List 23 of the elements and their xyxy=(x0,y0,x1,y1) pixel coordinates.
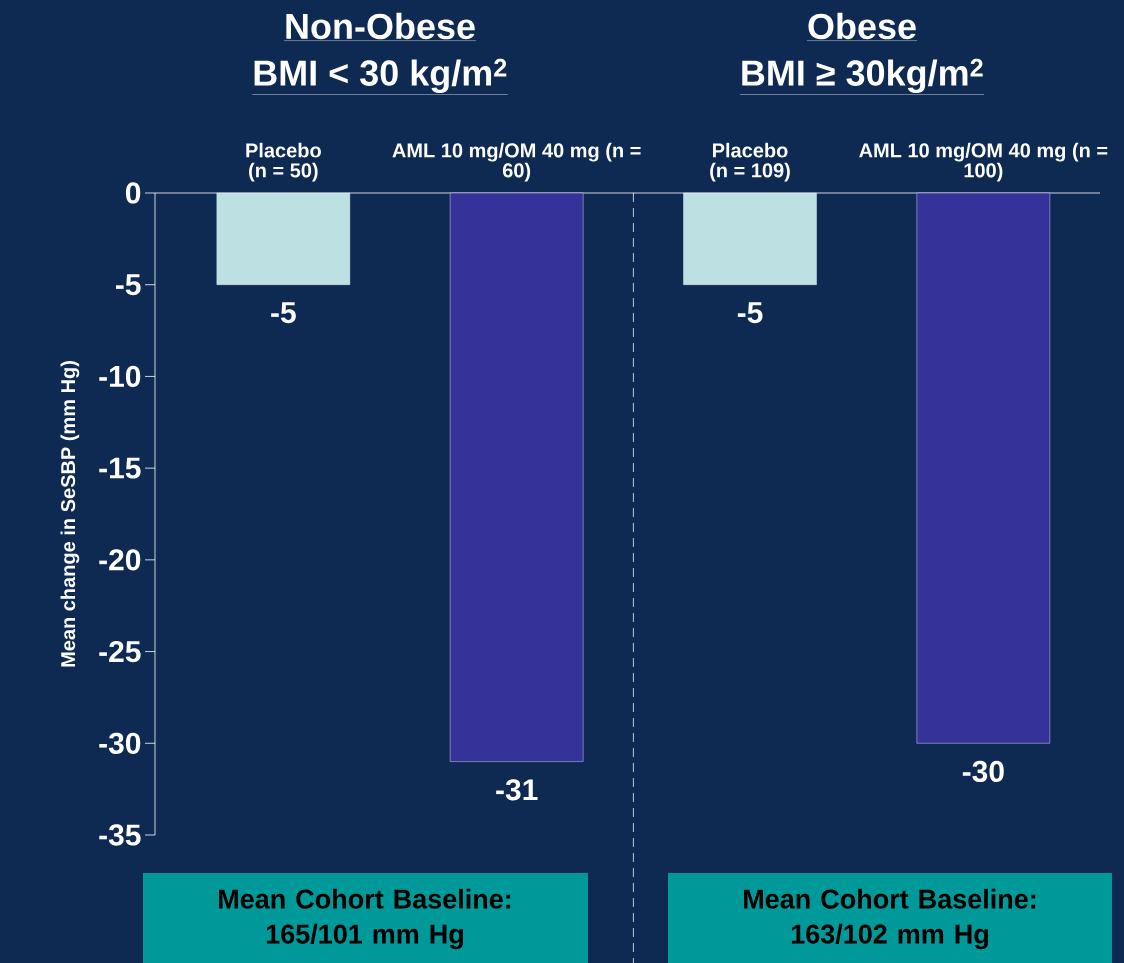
text: BMI < 30 kg/m$^{2}$ xyxy=(254,58,507,93)
text: Mean Cohort Baseline: 163/102 mm Hg xyxy=(744,888,1036,949)
x-tick-label: Placebo (n = 109) xyxy=(710,142,790,182)
data-label: -5 xyxy=(271,302,296,323)
y-tick-label: -10 xyxy=(99,365,141,387)
y-tick-label: -30 xyxy=(99,732,141,754)
y-tick-label: 0 xyxy=(125,182,141,204)
y-tick-label: -35 xyxy=(99,824,141,846)
text: Obese xyxy=(808,12,916,40)
y-tick-label: -5 xyxy=(115,274,141,295)
data-label: -31 xyxy=(496,778,538,801)
x-tick-label: Placebo (n = 50) xyxy=(246,142,321,182)
text: Mean Cohort Baseline: 165/101 mm Hg xyxy=(219,888,511,949)
x-tick-label: AML 10 mg/OM 40 mg (n = 60) xyxy=(392,142,641,182)
data-label: -30 xyxy=(962,760,1004,782)
y-tick-label: -25 xyxy=(99,640,141,662)
text: Non-Obese xyxy=(286,12,475,40)
y-axis-title: Mean change in SeSBP (mm Hg) xyxy=(60,360,80,667)
x-tick-label: AML 10 mg/OM 40 mg (n = 100) xyxy=(859,142,1108,182)
data-label: -5 xyxy=(737,302,763,323)
y-tick-label: -15 xyxy=(99,457,141,479)
y-tick-label: -20 xyxy=(99,549,141,571)
text: BMI ≥ 30kg/m$^{2}$ xyxy=(742,58,983,93)
